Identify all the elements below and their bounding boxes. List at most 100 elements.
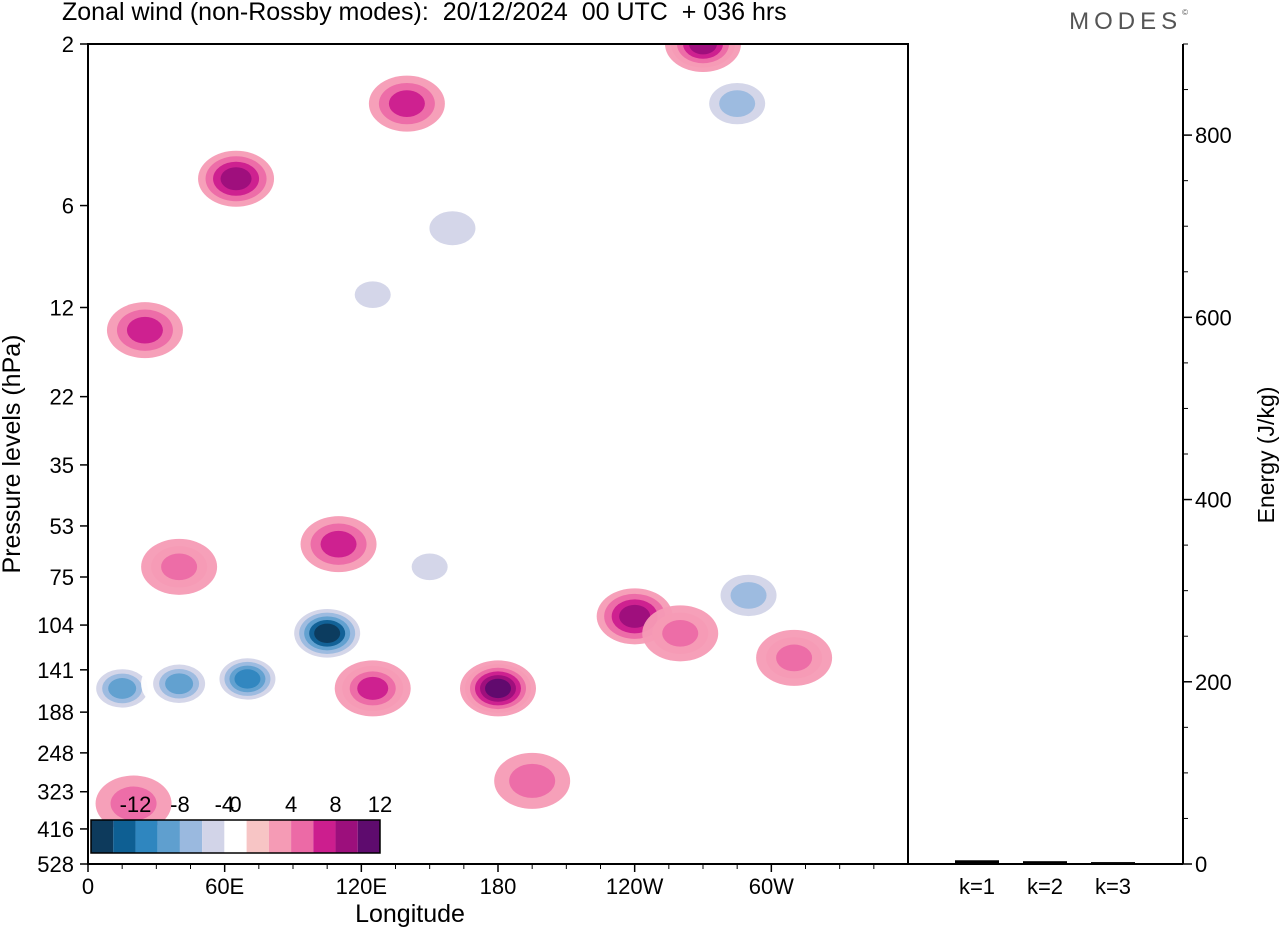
heatmap-contour: [619, 604, 651, 628]
energy-category-label: k=1: [959, 874, 995, 899]
colorbar-tick-label: 4: [285, 792, 297, 817]
y-tick-label: 104: [37, 613, 74, 638]
y-tick-label: 528: [37, 852, 74, 877]
y-axis-label: Pressure levels (hPa): [0, 335, 26, 574]
colorbar-swatch: [113, 820, 136, 853]
heatmap-contour: [429, 211, 476, 246]
heatmap-feature: [334, 266, 411, 323]
y-tick-label: 323: [37, 780, 74, 805]
y-tick-label: 416: [37, 817, 74, 842]
heatmap-feature: [300, 516, 377, 573]
colorbar-swatch: [157, 820, 180, 853]
heatmap-feature: [141, 538, 218, 595]
energy-category-label: k=3: [1095, 874, 1131, 899]
energy-y-tick-label: 600: [1195, 305, 1232, 330]
y-tick-label: 12: [50, 295, 74, 320]
heatmap-contour: [126, 316, 163, 344]
heatmap-contour: [354, 281, 391, 309]
heatmap-feature: [494, 752, 571, 809]
colorbar-swatch: [224, 820, 247, 853]
colorbar-swatch: [202, 820, 225, 853]
colorbar-tick-label: -4: [215, 792, 235, 817]
colorbar-tick-label: 8: [329, 792, 341, 817]
y-tick-label: 248: [37, 741, 74, 766]
colorbar-swatch: [291, 820, 314, 853]
heatmap-feature: [198, 150, 275, 207]
heatmap-feature: [289, 605, 366, 662]
heatmap-feature: [414, 200, 491, 257]
colorbar-swatch: [179, 820, 203, 853]
colorbar: -12 -8 -40 4 8 12: [90, 792, 392, 854]
x-tick-label: 0: [82, 874, 94, 899]
heatmap-feature: [665, 44, 741, 72]
x-axis-label: Longitude: [355, 900, 465, 928]
heatmap-contour: [110, 786, 157, 821]
y-tick-label: 141: [37, 658, 74, 683]
colorbar-tick-label: -8: [170, 792, 190, 817]
x-tick-label: 60W: [749, 874, 794, 899]
heatmap-contour: [719, 90, 756, 117]
colorbar-swatch: [268, 820, 292, 853]
heatmap-contour: [730, 582, 767, 609]
colorbar-swatch: [246, 820, 269, 853]
heatmap-feature: [699, 75, 776, 132]
colorbar-frame: [90, 819, 381, 854]
x-tick-label: 120W: [606, 874, 664, 899]
colorbar-swatch: [335, 820, 358, 853]
x-tick-label: 60E: [205, 874, 244, 899]
heatmap-feature: [756, 629, 833, 686]
heatmap-feature: [391, 538, 468, 595]
heatmap-contour: [411, 553, 448, 581]
energy-axis-label: Energy (J/kg): [1253, 387, 1279, 524]
heatmap-contour: [220, 167, 252, 191]
heatmap-feature: [95, 775, 172, 832]
energy-y-tick-label: 200: [1195, 670, 1232, 695]
brand-text: MODES: [1069, 8, 1183, 35]
heatmap-contour: [357, 676, 389, 700]
y-tick-label: 2: [62, 32, 74, 57]
y-tick-label: 35: [50, 453, 74, 478]
y-tick-label: 188: [37, 700, 74, 725]
y-tick-label: 53: [50, 514, 74, 539]
heatmap-field: [88, 44, 833, 832]
colorbar-swatch: [135, 820, 158, 853]
heatmap-feature: [710, 567, 787, 624]
heatmap-contour: [485, 678, 511, 699]
colorbar-swatch: [357, 820, 380, 853]
energy-bar: [955, 860, 999, 863]
heatmap-contour: [314, 623, 341, 643]
chart-title: Zonal wind (non-Rossby modes): 20/12/202…: [62, 0, 787, 26]
energy-category-label: k=2: [1027, 874, 1063, 899]
x-tick-label: 180: [480, 874, 517, 899]
heatmap-feature: [460, 660, 536, 717]
heatmap-contour: [108, 678, 137, 699]
heatmap-feature: [88, 660, 161, 717]
energy-bar: [1091, 862, 1135, 864]
heatmap-contour: [165, 673, 194, 695]
brand-logo: MODES©: [1069, 8, 1188, 36]
energy-y-tick-label: 400: [1195, 488, 1232, 513]
heatmap-feature: [106, 302, 183, 359]
colorbar-tick-label: -12: [120, 792, 152, 817]
heatmap-contour: [509, 763, 556, 798]
heatmap-feature: [334, 660, 411, 717]
heatmap-feature: [368, 75, 445, 132]
colorbar-swatch: [91, 820, 114, 853]
energy-bar: [1023, 861, 1067, 863]
heatmap-contour: [234, 669, 261, 689]
heatmap-contour: [388, 90, 425, 117]
heatmap-feature: [141, 655, 218, 712]
colorbar-tick-label: 0: [229, 792, 241, 817]
heatmap-contour: [161, 553, 198, 581]
colorbar-tick-label: 12: [368, 792, 392, 817]
brand-mark: ©: [1182, 8, 1188, 17]
y-tick-label: 75: [50, 565, 74, 590]
heatmap-contour: [689, 44, 717, 55]
heatmap-contour: [320, 530, 357, 558]
heatmap-contour: [776, 644, 813, 672]
heatmap-feature: [642, 605, 719, 662]
x-tick-label: 120E: [336, 874, 387, 899]
energy-y-tick-label: 0: [1195, 852, 1207, 877]
